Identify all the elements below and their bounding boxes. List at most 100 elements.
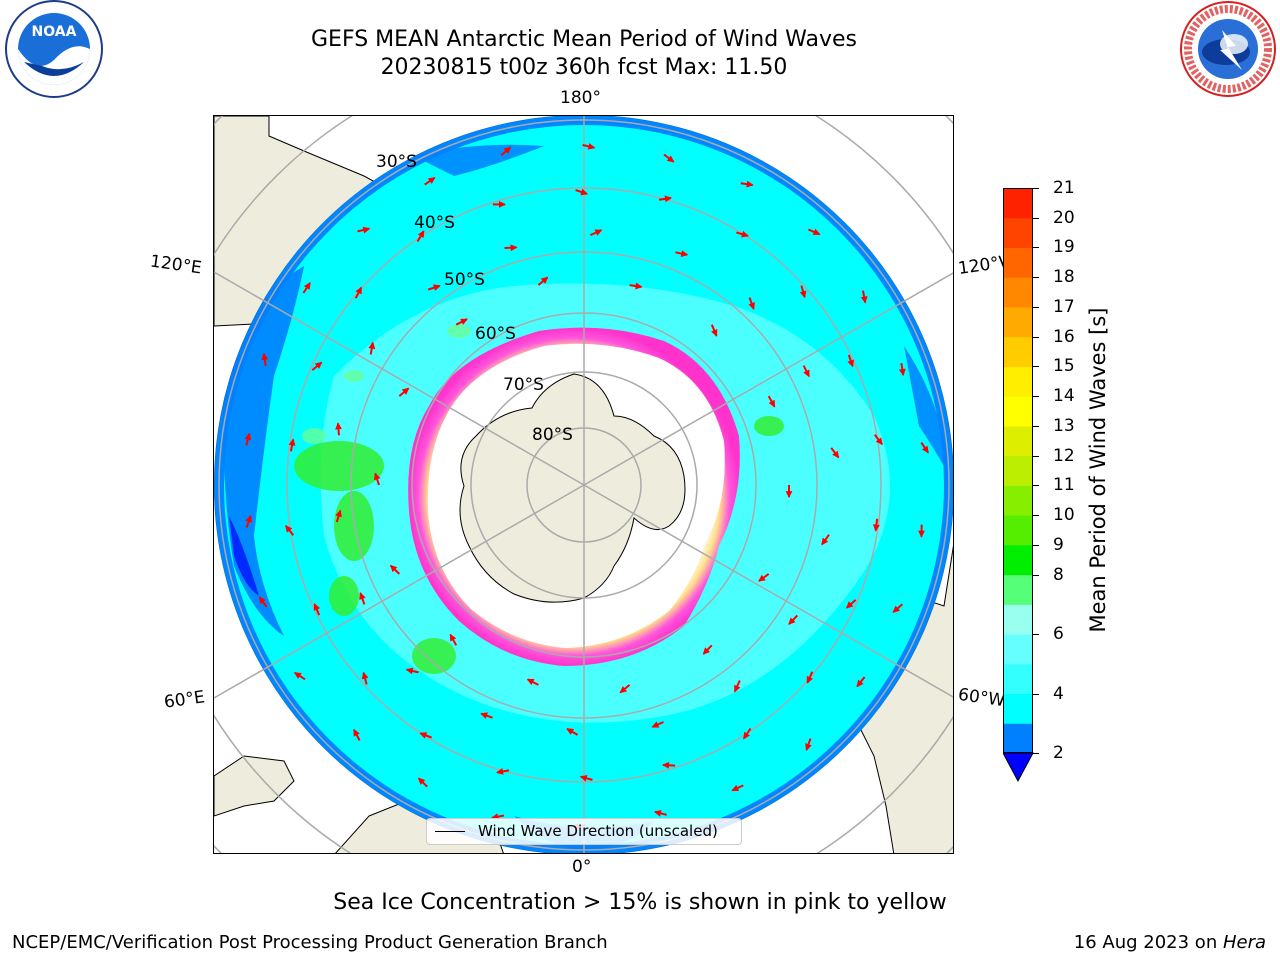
colorbar-tick-label: 8 bbox=[1053, 564, 1064, 585]
colorbar-tick-label: 21 bbox=[1053, 178, 1075, 198]
wind-arrow-head bbox=[785, 491, 793, 499]
wind-wave-arrows bbox=[244, 143, 929, 830]
wind-arrow-head bbox=[587, 143, 596, 150]
antarctica bbox=[459, 373, 686, 603]
footer-date-text: 16 Aug 2023 on bbox=[1073, 932, 1223, 953]
wind-arrow-head bbox=[373, 472, 381, 481]
wind-arrow-head bbox=[664, 195, 673, 203]
lat-label-30s: 30°S bbox=[376, 152, 417, 172]
colorbar-tick-mark bbox=[1033, 277, 1039, 279]
lat-label-50s: 50°S bbox=[444, 270, 485, 290]
colorbar-tick-label: 14 bbox=[1053, 386, 1075, 407]
lon-label-120e: 120°E bbox=[148, 251, 203, 279]
wind-arrow-head bbox=[748, 302, 755, 310]
colorbar-tick-label: 11 bbox=[1053, 475, 1075, 496]
wind-arrow-head bbox=[666, 155, 675, 163]
wind-arrow-head bbox=[355, 286, 362, 295]
colorbar-block bbox=[1003, 723, 1033, 754]
wind-arrow-head bbox=[918, 530, 925, 538]
wind-arrow-head bbox=[361, 671, 369, 680]
wind-arrow-head bbox=[594, 229, 603, 236]
colorbar-tick-label: 19 bbox=[1053, 237, 1075, 258]
meridians bbox=[214, 116, 953, 853]
wind-arrow-head bbox=[245, 514, 252, 523]
wind-arrow-head bbox=[368, 341, 376, 350]
wind-arrow-head bbox=[832, 450, 840, 459]
colorbar-tick-mark bbox=[1033, 217, 1039, 219]
colorbar-tick-label: 18 bbox=[1053, 267, 1075, 288]
lon-label-180: 180° bbox=[560, 88, 601, 108]
wind-arrow-head bbox=[734, 684, 741, 693]
wind-arrow-head bbox=[803, 369, 810, 378]
lat-label-80s: 80°S bbox=[532, 425, 573, 445]
colorbar-tick-mark bbox=[1033, 188, 1039, 189]
wind-arrow-head bbox=[806, 675, 813, 684]
wind-arrow-head bbox=[526, 678, 535, 686]
wind-arrow-head bbox=[419, 732, 428, 739]
colorbar-tick-label: 17 bbox=[1053, 296, 1075, 317]
wind-arrow-head bbox=[433, 284, 441, 291]
legend-label: Wind Wave Direction (unscaled) bbox=[478, 822, 718, 840]
lat-label-60s: 60°S bbox=[475, 324, 516, 344]
wind-arrow-head bbox=[449, 633, 457, 642]
noaa-logo-text: NOAA bbox=[32, 24, 77, 40]
wind-arrow-head bbox=[741, 230, 750, 238]
wind-arrow-head bbox=[480, 712, 488, 719]
wind-arrow-head bbox=[768, 399, 776, 408]
polar-map bbox=[214, 116, 953, 853]
wind-arrow-head bbox=[417, 230, 425, 239]
wind-arrow-head bbox=[661, 761, 670, 769]
footer-host: Hera bbox=[1222, 932, 1266, 953]
wind-arrow-head bbox=[799, 290, 807, 299]
wind-arrow-head bbox=[805, 743, 812, 751]
wind-arrow-head bbox=[898, 368, 906, 377]
wind-arrow-head bbox=[711, 329, 718, 337]
wind-arrow-head bbox=[566, 728, 575, 735]
wind-arrow-head bbox=[258, 596, 266, 604]
wind-arrow-head bbox=[635, 282, 643, 290]
colorbar-min-arrow bbox=[1003, 752, 1034, 783]
map-panel bbox=[213, 115, 954, 854]
wind-arrow-head bbox=[353, 728, 360, 737]
wind-arrow-head bbox=[244, 432, 252, 441]
wind-arrow-head bbox=[314, 361, 323, 369]
colorbar-tick-mark bbox=[1033, 247, 1039, 249]
colorbar-block bbox=[1003, 336, 1033, 367]
footer-date: 16 Aug 2023 on Hera bbox=[1074, 932, 1266, 953]
wind-arrow-head bbox=[303, 282, 311, 290]
colorbar-label: Mean Period of Wind Waves [s] bbox=[1086, 307, 1110, 633]
colorbar-tick-label: 15 bbox=[1053, 356, 1075, 377]
wind-arrow-head bbox=[847, 359, 855, 368]
colorbar-block bbox=[1003, 455, 1033, 486]
nws-logo bbox=[1180, 1, 1276, 97]
wind-arrow-head bbox=[460, 318, 468, 325]
wind-arrow-head bbox=[362, 226, 371, 234]
wind-arrow-head bbox=[743, 731, 750, 740]
wind-arrow-head bbox=[856, 679, 864, 688]
colorbar-block bbox=[1003, 634, 1033, 665]
wind-arrow-head bbox=[510, 244, 518, 252]
colorbar-tick-mark bbox=[1033, 396, 1039, 398]
colorbar-tick-mark bbox=[1033, 366, 1039, 368]
wind-arrow-head bbox=[731, 784, 740, 792]
wind-arrow-head bbox=[680, 250, 689, 257]
colorbar-tick-label: 2 bbox=[1053, 743, 1064, 763]
colorbar-block bbox=[1003, 574, 1033, 605]
lon-label-60w: 60°W bbox=[956, 684, 1007, 712]
wind-arrow-head bbox=[496, 768, 504, 775]
colorbar-tick-mark bbox=[1033, 455, 1039, 457]
wind-arrow-head bbox=[335, 509, 342, 518]
wind-arrow-head bbox=[579, 774, 588, 782]
wind-arrow-head bbox=[860, 296, 868, 304]
map-legend: Wind Wave Direction (unscaled) bbox=[426, 818, 742, 845]
colorbar-tick-mark bbox=[1033, 515, 1039, 517]
wind-arrow-head bbox=[261, 352, 269, 361]
wind-arrow-head bbox=[758, 574, 766, 582]
wind-arrow-head bbox=[746, 180, 754, 188]
colorbar-tick-mark bbox=[1033, 634, 1039, 636]
colorbar-block bbox=[1003, 604, 1033, 635]
wind-arrow-head bbox=[389, 564, 398, 573]
noaa-logo: NOAA bbox=[5, 0, 103, 98]
colorbar-block bbox=[1003, 247, 1033, 278]
colorbar-tick-mark bbox=[1033, 306, 1039, 308]
